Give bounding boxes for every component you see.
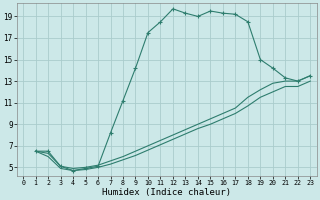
X-axis label: Humidex (Indice chaleur): Humidex (Indice chaleur): [102, 188, 231, 197]
